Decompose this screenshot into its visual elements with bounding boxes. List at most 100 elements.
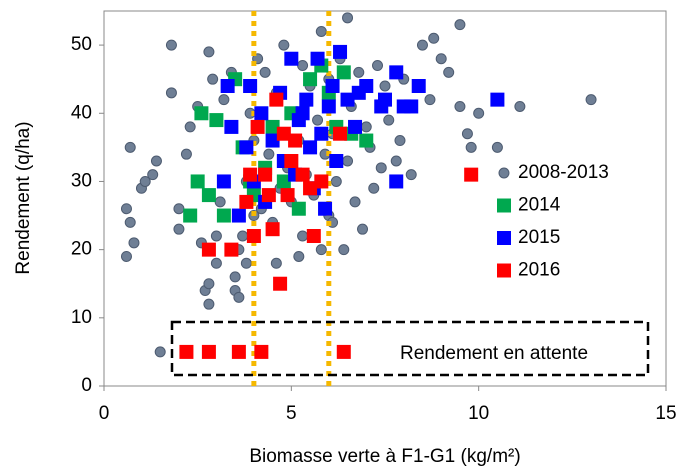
point	[473, 107, 485, 119]
point	[173, 223, 185, 235]
annotation-box	[170, 320, 650, 377]
point	[194, 106, 209, 121]
legend-marker	[497, 263, 511, 278]
point	[491, 141, 503, 153]
point	[280, 188, 295, 203]
point	[404, 99, 419, 114]
point	[207, 73, 219, 85]
point	[203, 278, 215, 290]
point	[314, 126, 329, 141]
point	[416, 39, 428, 51]
point	[315, 25, 327, 37]
point	[360, 121, 372, 133]
point	[314, 174, 329, 189]
point	[147, 169, 159, 181]
point	[293, 250, 305, 262]
point	[201, 188, 216, 203]
point	[269, 92, 284, 107]
point	[303, 72, 318, 87]
point	[389, 65, 404, 80]
point	[330, 175, 342, 187]
y-axis-title: Rendement (q/ha)	[13, 121, 34, 274]
point	[357, 223, 369, 235]
point	[349, 196, 361, 208]
point	[353, 66, 365, 78]
y-tick-label: 10	[71, 307, 92, 328]
point	[190, 174, 205, 189]
point	[306, 229, 321, 243]
point	[375, 162, 387, 174]
point	[394, 135, 406, 147]
point	[240, 257, 252, 269]
point	[297, 60, 309, 72]
legend-marker	[497, 231, 511, 245]
point	[389, 174, 404, 189]
point	[210, 257, 222, 269]
point	[428, 32, 440, 44]
point	[220, 79, 235, 93]
point	[312, 114, 324, 126]
point	[284, 51, 299, 66]
point	[261, 188, 276, 203]
point	[318, 201, 333, 216]
y-tick-label: 40	[71, 102, 92, 123]
point	[342, 155, 354, 167]
point	[128, 237, 140, 249]
point	[237, 230, 249, 242]
x-tick-label: 5	[286, 403, 297, 424]
point	[239, 194, 254, 209]
point	[372, 60, 384, 72]
point	[150, 155, 162, 167]
y-tick-label: 0	[81, 375, 92, 396]
legend-label: 2008-2013	[518, 162, 609, 183]
x-tick-label: 15	[655, 403, 676, 424]
x-tick-label: 0	[99, 403, 110, 424]
point	[315, 244, 327, 256]
point	[321, 99, 336, 114]
point	[295, 167, 310, 182]
point	[333, 44, 348, 59]
point	[310, 51, 325, 66]
point	[342, 12, 354, 24]
point	[424, 94, 436, 106]
point	[411, 79, 426, 93]
point	[179, 344, 194, 359]
point	[124, 216, 136, 228]
point	[180, 148, 192, 160]
legend	[490, 158, 662, 286]
point	[325, 79, 340, 93]
point	[203, 46, 215, 58]
point	[254, 344, 269, 359]
point	[139, 175, 151, 187]
point	[224, 242, 239, 257]
point	[273, 276, 288, 291]
point	[348, 119, 363, 134]
point	[201, 344, 216, 359]
point	[231, 344, 246, 359]
point	[303, 181, 318, 196]
point	[435, 53, 447, 65]
point	[390, 155, 402, 167]
point	[243, 167, 258, 182]
point	[210, 230, 222, 242]
point	[303, 140, 318, 155]
point	[514, 100, 526, 112]
legend-label: 2016	[518, 260, 560, 281]
point	[461, 128, 473, 140]
point	[239, 140, 254, 155]
y-tick-label: 20	[71, 239, 92, 260]
point	[250, 119, 265, 134]
point	[229, 271, 241, 283]
point	[183, 208, 198, 223]
annotation: Rendement en attente	[400, 343, 588, 364]
point	[278, 39, 290, 51]
point	[270, 257, 282, 269]
point	[154, 346, 166, 358]
point	[203, 298, 215, 310]
x-axis-title: Biomasse verte à F1-G1 (kg/m²)	[249, 446, 520, 467]
point	[465, 141, 477, 153]
point	[124, 141, 136, 153]
x-tick-label: 10	[468, 403, 489, 424]
point	[379, 80, 391, 92]
